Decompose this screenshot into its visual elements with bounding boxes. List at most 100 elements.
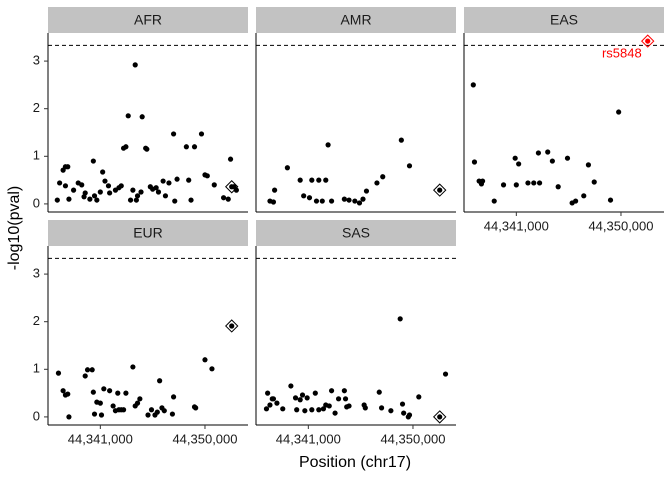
point	[288, 383, 294, 389]
point	[123, 144, 129, 150]
point	[193, 405, 199, 411]
y-axis-title: -log10(pval)	[6, 186, 23, 270]
point	[125, 113, 131, 119]
lead-diamond	[225, 319, 239, 333]
point	[89, 367, 95, 373]
point	[480, 178, 486, 184]
point	[134, 400, 141, 406]
x-tick-label: 44,350,000	[380, 431, 445, 446]
point	[65, 391, 71, 397]
lead-point	[437, 187, 443, 193]
x-axis-title: Position (chr17)	[299, 454, 411, 471]
point	[352, 198, 358, 204]
point	[270, 396, 277, 402]
point	[360, 196, 366, 202]
point	[60, 388, 66, 394]
point	[312, 390, 318, 396]
point	[82, 373, 88, 379]
point	[94, 197, 100, 203]
x-tick-label: 44,341,000	[276, 431, 341, 446]
point	[545, 149, 551, 155]
point	[512, 155, 518, 161]
point	[471, 159, 478, 165]
point	[160, 178, 166, 184]
y-tick-label: 1	[33, 361, 40, 376]
point	[549, 158, 555, 164]
point	[555, 184, 561, 190]
point	[148, 407, 155, 413]
point	[87, 196, 93, 202]
point	[183, 144, 189, 150]
point	[66, 196, 72, 202]
y-tick-label: 3	[33, 266, 40, 281]
point	[302, 408, 308, 414]
point	[157, 378, 163, 384]
y-tick-label: 2	[33, 100, 40, 115]
facet-title: AFR	[134, 12, 162, 28]
point	[169, 411, 176, 417]
point	[388, 408, 394, 414]
point	[91, 411, 98, 417]
y-tick-label: 3	[33, 53, 40, 68]
point	[299, 392, 306, 398]
point	[280, 406, 286, 412]
lead-point	[229, 323, 235, 329]
point	[328, 388, 335, 394]
point	[399, 401, 406, 407]
point	[98, 412, 105, 418]
point	[154, 409, 160, 415]
point	[166, 180, 172, 186]
point	[306, 195, 313, 201]
y-tick-label: 2	[33, 313, 40, 328]
point	[616, 109, 622, 115]
point	[265, 390, 271, 396]
point	[120, 407, 127, 413]
point	[54, 197, 60, 203]
point	[155, 189, 162, 195]
point	[346, 197, 352, 203]
lead-diamond	[225, 180, 239, 194]
point	[70, 187, 77, 193]
facet-strip	[256, 7, 456, 33]
point	[134, 193, 141, 199]
point	[110, 403, 116, 409]
facet-title: AMR	[340, 12, 371, 28]
point	[82, 190, 88, 196]
lead-diamond	[433, 410, 447, 424]
point	[97, 189, 103, 195]
point	[401, 410, 407, 416]
point	[535, 150, 542, 156]
point	[90, 158, 96, 164]
point	[470, 82, 476, 88]
point	[186, 177, 192, 183]
point	[356, 200, 363, 206]
point	[115, 390, 121, 396]
point	[416, 394, 422, 400]
point	[513, 182, 519, 188]
point	[267, 402, 273, 408]
point	[137, 396, 143, 402]
lead-point	[645, 38, 651, 44]
point	[161, 408, 167, 414]
facet-strip	[48, 220, 248, 246]
point	[581, 193, 587, 199]
point	[374, 180, 380, 186]
point	[65, 164, 71, 170]
point	[564, 155, 571, 161]
point	[102, 178, 108, 184]
point	[328, 198, 335, 204]
facet-strip	[48, 7, 248, 33]
point	[406, 412, 413, 418]
facet-strip	[256, 220, 456, 246]
point	[397, 316, 403, 322]
point	[297, 177, 303, 183]
point	[591, 179, 597, 185]
point	[79, 182, 85, 188]
point	[130, 187, 136, 193]
point	[209, 366, 215, 372]
facet-strip	[464, 7, 664, 33]
point	[127, 197, 134, 203]
point	[211, 182, 217, 188]
point	[297, 397, 303, 403]
lead-point	[437, 414, 443, 420]
